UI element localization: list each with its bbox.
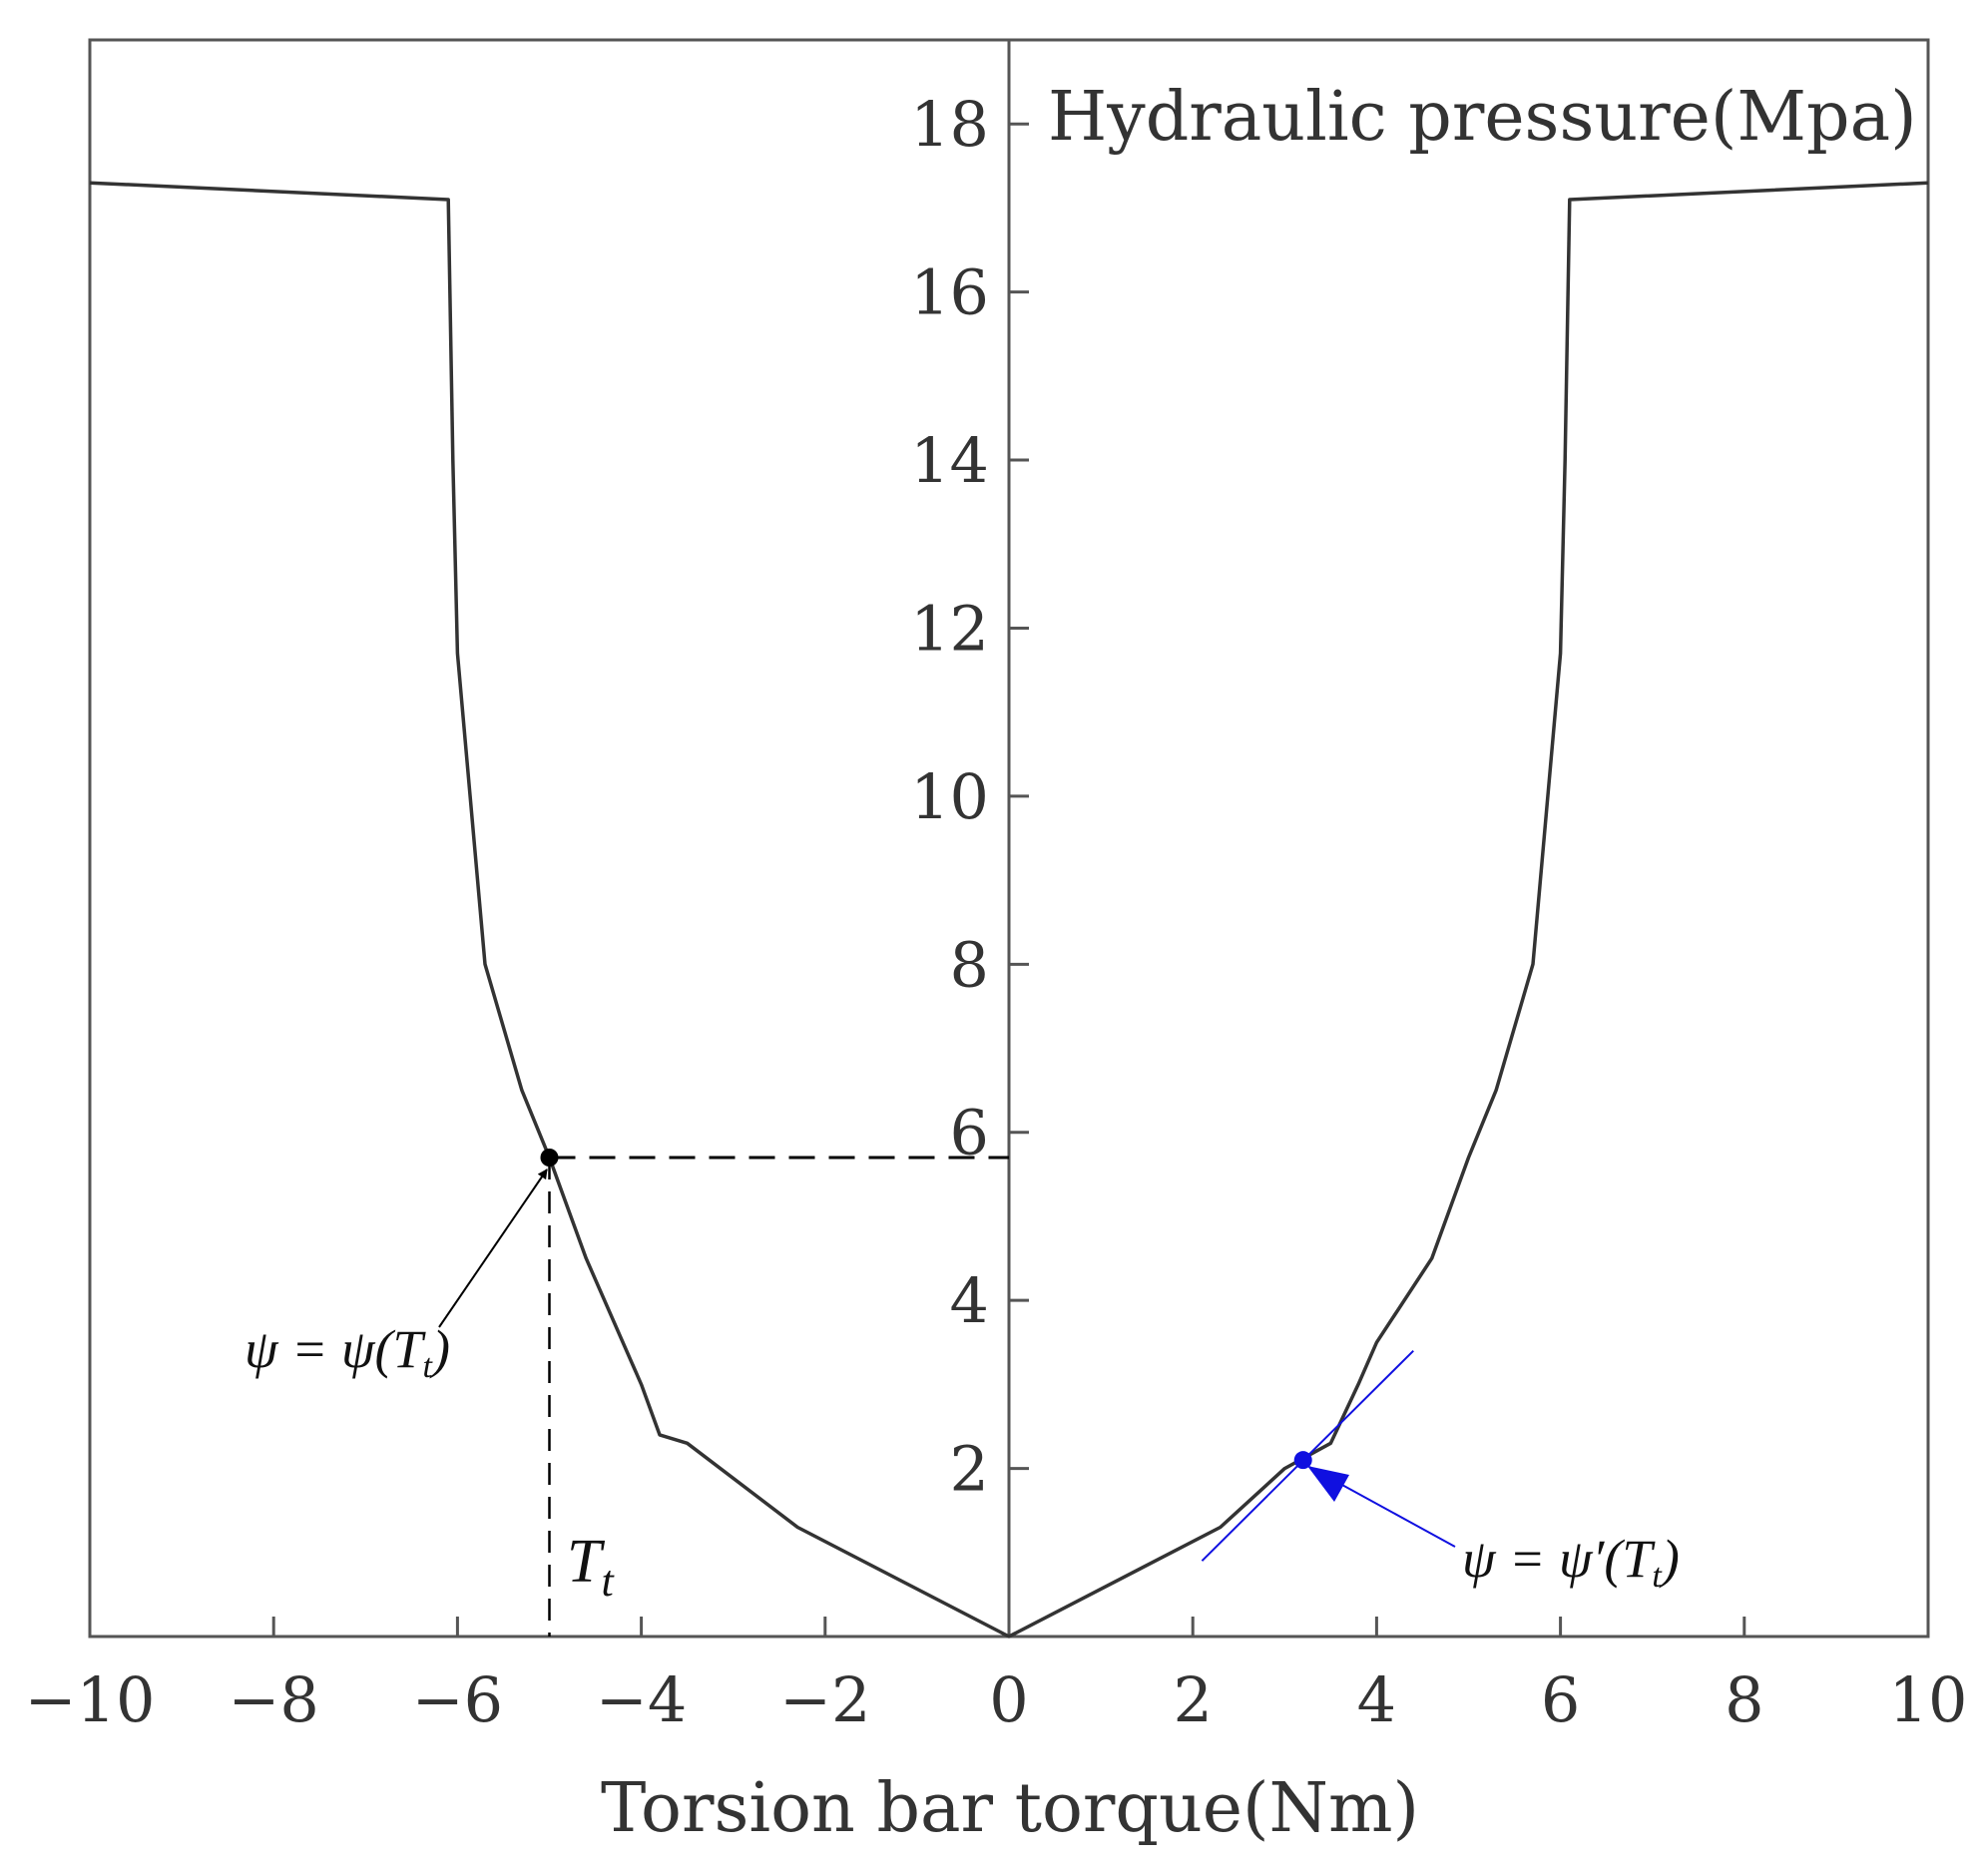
psi-point: [540, 1149, 559, 1167]
x-axis: −10 −8 −6 −4 −2 0 2 4 6 8 10: [25, 1617, 1968, 1736]
x-axis-label: Torsion bar torque(Nm): [601, 1769, 1419, 1848]
x-tick-label: 0: [989, 1663, 1028, 1736]
tt-annotation-main: T: [567, 1528, 606, 1596]
psi-prime-annotation: ψ = ψ′(Tt): [1462, 1529, 1680, 1595]
psi-annotation-sub: t: [423, 1348, 434, 1385]
x-tick-label: 2: [1173, 1663, 1212, 1736]
x-tick-label: 10: [1889, 1663, 1968, 1736]
tt-annotation-sub: t: [601, 1557, 615, 1606]
series-line: [89, 181, 1929, 1639]
y-tick-label: 10: [910, 760, 989, 833]
psi-prime-annotation-sub: t: [1652, 1558, 1663, 1595]
dashed-guides: [548, 1156, 1009, 1637]
y-tick-label: 18: [910, 88, 989, 161]
psi-prime-arrowhead: [1307, 1466, 1349, 1502]
psi-annotation-close: ): [429, 1319, 450, 1379]
psi-annotation-main: ψ = ψ(T: [245, 1319, 427, 1379]
x-tick-label: −6: [412, 1663, 503, 1736]
psi-prime-annotation-close: ): [1659, 1529, 1680, 1589]
x-tick-label: 8: [1725, 1663, 1763, 1736]
y-tick-label: 8: [950, 928, 989, 1001]
psi-annotation: ψ = ψ(Tt): [245, 1319, 450, 1385]
x-tick-label: 4: [1357, 1663, 1396, 1736]
x-tick-label: −10: [25, 1663, 156, 1736]
markers-group: [540, 1149, 1312, 1470]
y-tick-label: 14: [910, 424, 989, 497]
psi-prime-annotation-main: ψ = ψ′(T: [1462, 1529, 1656, 1589]
psi-prime-point: [1293, 1451, 1312, 1470]
y-tick-label: 4: [950, 1264, 989, 1337]
tt-annotation: Tt: [567, 1528, 615, 1606]
x-tick-label: −8: [228, 1663, 318, 1736]
y-tick-label: 12: [910, 592, 989, 665]
y-axis-label: Hydraulic pressure(Mpa): [1048, 78, 1917, 157]
y-tick-label: 16: [910, 256, 989, 329]
psi-annotation-arrow: [438, 1169, 548, 1328]
y-tick-label: 2: [950, 1433, 989, 1506]
x-tick-label: −4: [596, 1663, 687, 1736]
x-tick-label: 6: [1541, 1663, 1580, 1736]
x-tick-label: −2: [779, 1663, 870, 1736]
